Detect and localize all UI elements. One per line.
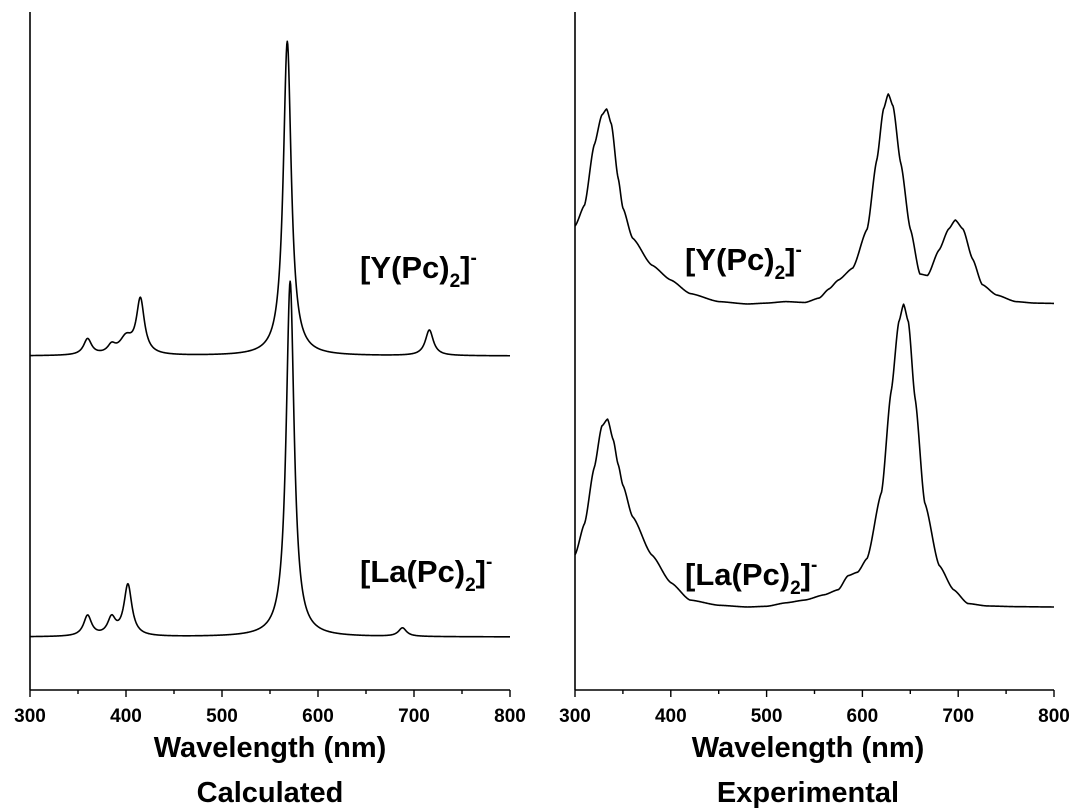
calculated-panel: 300 400 500 600 700 800 Wavelength (nm) Calcula… xyxy=(14,12,526,808)
series-label-part: ] xyxy=(476,554,486,589)
series-label-part: - xyxy=(795,240,801,261)
series-label-part: [Y(Pc) xyxy=(360,250,450,285)
series-label: [Y(Pc)2]- xyxy=(685,240,802,284)
series-label-part: [La(Pc) xyxy=(360,554,465,589)
series-label-part: 2 xyxy=(790,578,801,599)
series-label: [La(Pc)2]- xyxy=(685,555,817,599)
spectrum-line xyxy=(29,280,511,638)
x-tick-label: 300 xyxy=(14,706,46,727)
x-axis-title: Wavelength (nm) xyxy=(154,732,387,764)
series-label: [Y(Pc)2]- xyxy=(360,248,477,292)
x-tick-label: 600 xyxy=(302,706,334,727)
experimental-panel: 300 400 500 600 700 800 Wavelength (nm) Experim… xyxy=(559,12,1070,808)
x-tick-label: 500 xyxy=(206,706,238,727)
x-tick-label: 700 xyxy=(942,706,974,727)
spectrum-line xyxy=(29,40,511,357)
x-tick-label: 400 xyxy=(655,706,687,727)
series-label-part: 2 xyxy=(775,263,786,284)
x-tick-label: 700 xyxy=(398,706,430,727)
series-label-part: 2 xyxy=(450,271,461,292)
series-label-part: ] xyxy=(460,250,470,285)
series-label-part: [La(Pc) xyxy=(685,557,790,592)
series-label-part: ] xyxy=(785,242,795,277)
x-tick-label: 800 xyxy=(494,706,526,727)
series-label-part: - xyxy=(811,555,817,576)
series-label-part: - xyxy=(470,248,476,269)
series-label: [La(Pc)2]- xyxy=(360,552,492,596)
spectrum-line xyxy=(574,303,1055,608)
x-tick-label: 300 xyxy=(559,706,591,727)
x-tick-label: 600 xyxy=(847,706,879,727)
x-tick-label: 800 xyxy=(1038,706,1070,727)
series-label-part: - xyxy=(486,552,492,573)
series-label-part: 2 xyxy=(465,575,476,596)
spectrum-line xyxy=(574,93,1055,305)
panel-caption: Experimental xyxy=(717,777,899,808)
x-tick-label: 500 xyxy=(751,706,783,727)
panel-caption: Calculated xyxy=(197,777,344,808)
x-tick-label: 400 xyxy=(110,706,142,727)
series-label-part: ] xyxy=(801,557,811,592)
x-axis-title: Wavelength (nm) xyxy=(692,732,925,764)
series-label-part: [Y(Pc) xyxy=(685,242,775,277)
